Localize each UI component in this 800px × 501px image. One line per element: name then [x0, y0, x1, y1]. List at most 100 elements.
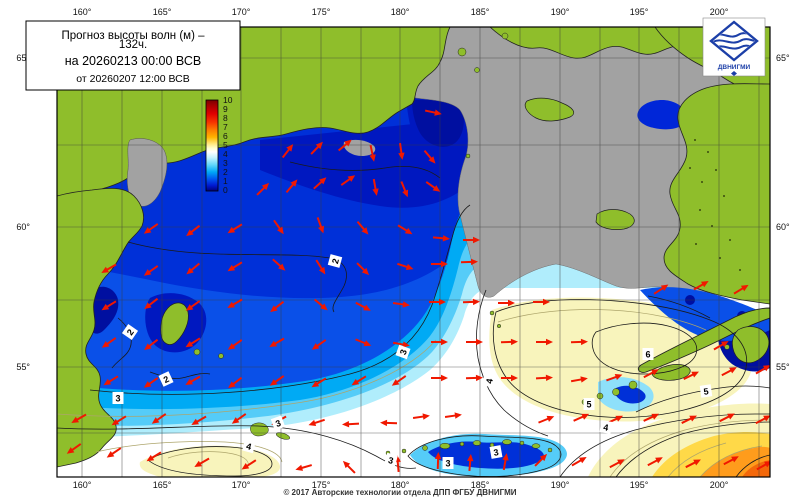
wave-direction-arrow [227, 223, 243, 234]
wave-direction-arrow [315, 259, 326, 275]
wave-direction-arrow [186, 224, 201, 237]
wave-direction-arrow [434, 452, 442, 470]
small-island [474, 67, 480, 73]
sea-band-5m-southwest-blob [139, 445, 281, 477]
sea-band-8m-corner [742, 460, 770, 477]
wave-direction-arrow [351, 375, 367, 386]
wave-direction-arrow [285, 179, 298, 194]
aleutian-blue-pocket [614, 385, 646, 404]
wave-direction-arrow [533, 298, 550, 306]
lat-label-left: 65° [16, 53, 30, 63]
wave-direction-arrow [270, 300, 285, 313]
logo-small-diamond-icon [731, 71, 737, 76]
wave-direction-arrow [755, 415, 770, 425]
wave-direction-arrow [431, 374, 448, 382]
wave-direction-arrow [425, 181, 441, 192]
wave-direction-arrow [281, 144, 294, 159]
contour-label: 3 [489, 445, 503, 459]
wave-direction-arrow [103, 375, 119, 386]
wave-direction-arrow [397, 224, 413, 235]
wave-direction-arrow [144, 297, 159, 310]
color-scale-number: 8 [223, 113, 228, 123]
lon-label-top: 165° [153, 7, 172, 17]
wave-direction-arrow [273, 219, 284, 235]
wave-direction-arrow [311, 377, 327, 388]
lat-label-right: 55° [776, 362, 790, 372]
wave-direction-arrow [269, 375, 285, 386]
color-scale-number: 10 [223, 95, 233, 105]
kamchatka-coast-dark-patch [88, 286, 119, 334]
wave-direction-arrow [573, 413, 590, 422]
wave-direction-arrow [101, 263, 117, 273]
wave-direction-arrow [392, 341, 410, 348]
wave-direction-arrow [681, 415, 697, 424]
small-island [465, 153, 471, 159]
lat-label-left: 60° [16, 222, 30, 232]
small-island [457, 47, 467, 57]
wave-direction-arrow [311, 339, 327, 350]
wave-direction-arrow [256, 182, 270, 196]
contour-label-text: 3 [387, 455, 394, 466]
wave-direction-arrow [101, 300, 117, 311]
title-box: Прогноз высоты волн (м) – 132ч. на 20260… [25, 20, 241, 91]
wave-direction-arrow [606, 373, 623, 382]
color-scale-number: 3 [223, 158, 228, 168]
contour-label-text: 6 [645, 350, 650, 360]
unimak-island [651, 364, 691, 381]
wave-direction-arrow [143, 265, 159, 276]
contour-label-text: 3 [115, 394, 120, 404]
wave-direction-arrow [313, 177, 327, 190]
graticule-grid [57, 27, 770, 477]
wave-direction-arrow [462, 298, 480, 306]
wave-direction-arrow [295, 464, 313, 471]
contour-label: 6 [642, 348, 654, 360]
wave-direction-arrow [721, 367, 737, 377]
lon-label-bottom: 200° [710, 480, 729, 490]
wave-direction-arrow [723, 456, 739, 466]
wave-direction-arrow [501, 374, 518, 382]
wave-direction-arrow [392, 301, 410, 308]
contour-label-text: 4 [245, 441, 252, 452]
contour-label: 2 [121, 324, 139, 340]
wave-direction-arrow [186, 262, 201, 275]
lon-label-top: 190° [551, 7, 570, 17]
lon-label-bottom: 160° [73, 480, 92, 490]
wave-direction-arrow [465, 374, 483, 382]
wave-direction-arrow [191, 415, 207, 425]
lon-label-top: 160° [73, 7, 92, 17]
wave-direction-arrow [227, 298, 243, 308]
color-scale-number: 9 [223, 104, 228, 114]
wave-direction-arrow [412, 413, 430, 420]
contour-label: 2 [327, 254, 343, 268]
wave-direction-arrow [185, 300, 201, 311]
contour-label: 3 [442, 457, 454, 469]
wave-direction-arrow [355, 301, 371, 311]
lon-label-bottom: 195° [630, 480, 649, 490]
color-scale-number: 6 [223, 131, 228, 141]
wave-direction-arrow [111, 415, 127, 426]
wave-direction-arrow [500, 338, 518, 346]
title-box-bg [25, 20, 241, 91]
commander-island [250, 422, 269, 437]
wave-direction-arrow [609, 459, 625, 469]
contour-label-text: 5 [586, 400, 591, 410]
wave-direction-arrow [342, 460, 356, 474]
title-line1: Прогноз высоты волн (м) – [62, 30, 206, 42]
wave-direction-arrow [144, 338, 159, 351]
small-island [193, 348, 201, 356]
wave-direction-arrow [733, 284, 749, 295]
attu-blue-halo [428, 441, 545, 469]
contour-label: 5 [583, 398, 595, 410]
kodiak-island [732, 326, 770, 364]
wave-direction-arrow [380, 419, 398, 427]
lon-label-bottom: 175° [312, 480, 331, 490]
logo-bg [702, 17, 766, 77]
wave-direction-arrow [498, 299, 515, 307]
wave-direction-arrow [342, 420, 360, 428]
wave-direction-arrow [444, 412, 462, 419]
contour-label: 3 [395, 344, 411, 360]
small-island [724, 344, 730, 350]
wave-direction-arrow [424, 109, 442, 116]
wave-direction-arrow [356, 220, 369, 235]
